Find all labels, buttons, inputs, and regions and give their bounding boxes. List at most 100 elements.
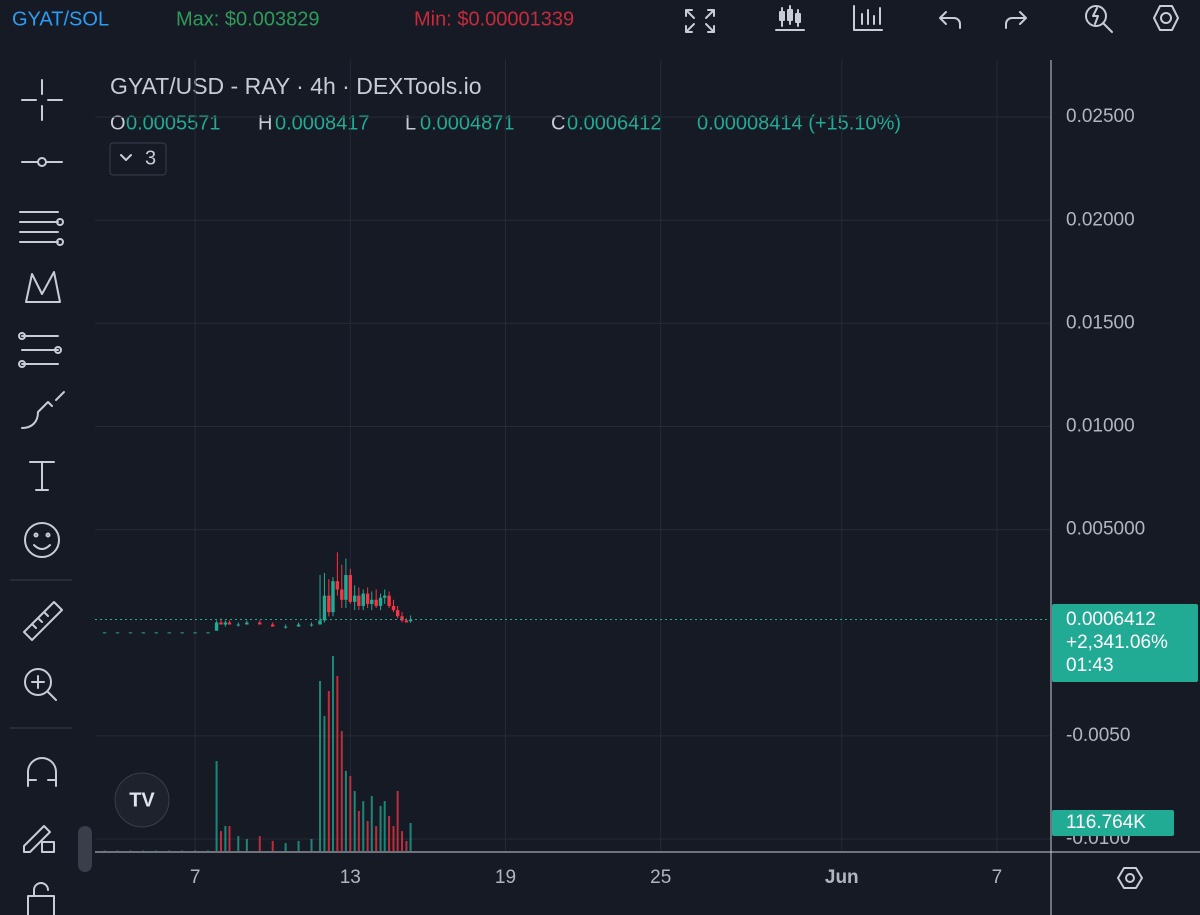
candle-body bbox=[331, 581, 335, 613]
lock-draw-tool[interactable] bbox=[23, 825, 55, 853]
candle-body bbox=[236, 624, 241, 626]
last-price-box bbox=[1052, 604, 1198, 682]
volume-bar bbox=[215, 761, 218, 851]
scroll-handle[interactable] bbox=[78, 826, 92, 872]
candle-body bbox=[378, 597, 383, 606]
volume-bar bbox=[284, 843, 287, 851]
volume-bar bbox=[344, 770, 347, 851]
y-tick-label: 0.02000 bbox=[1066, 209, 1135, 230]
candle-body bbox=[309, 624, 314, 626]
candles-icon[interactable] bbox=[775, 5, 805, 31]
crosshair-tool[interactable] bbox=[21, 79, 63, 121]
volume-bar bbox=[340, 731, 343, 851]
candle-body bbox=[214, 622, 219, 631]
low-value: 0.0004871 bbox=[420, 112, 515, 134]
volume-bar bbox=[310, 839, 313, 851]
candle-body bbox=[404, 620, 409, 623]
indicators-icon[interactable] bbox=[853, 5, 883, 31]
emoji-tool[interactable] bbox=[24, 522, 60, 558]
volume-bar bbox=[245, 839, 248, 851]
magnet-tool[interactable] bbox=[27, 757, 57, 787]
candle-body bbox=[370, 599, 374, 604]
candle-body bbox=[223, 622, 228, 625]
volume-bar bbox=[228, 826, 231, 851]
y-tick-label: 0.01500 bbox=[1066, 312, 1135, 333]
last-price-label: 0.0006412 bbox=[1066, 609, 1156, 630]
volume-bar bbox=[327, 691, 330, 851]
volume-bar bbox=[379, 805, 382, 851]
redo-icon[interactable] bbox=[1005, 11, 1027, 29]
y-tick-label: 0.01000 bbox=[1066, 416, 1135, 437]
candle-body bbox=[219, 622, 223, 625]
volume-bar bbox=[383, 801, 386, 851]
tv-logo[interactable] bbox=[114, 772, 170, 828]
volume-bar bbox=[297, 840, 300, 851]
candle-body bbox=[141, 632, 146, 634]
zoom-tool[interactable] bbox=[24, 668, 57, 701]
candle-body bbox=[395, 610, 400, 617]
settings-icon[interactable] bbox=[1153, 5, 1179, 31]
lock-tool[interactable] bbox=[27, 882, 55, 915]
volume-bar bbox=[366, 821, 369, 851]
candle-body bbox=[327, 595, 331, 613]
volume-bar bbox=[357, 810, 360, 851]
max-price: Max: $0.003829 bbox=[176, 8, 319, 30]
candle-body bbox=[102, 632, 107, 634]
volume-bar bbox=[362, 801, 365, 851]
x-tick-label: 25 bbox=[650, 867, 671, 888]
candle-body bbox=[206, 632, 210, 634]
last-change-label: +2,341.06% bbox=[1066, 632, 1168, 653]
y-tick-label: -0.0050 bbox=[1066, 725, 1130, 746]
ohlc-legend: O 0.0005571 H 0.0008417 L 0.0004871 C 0.… bbox=[110, 112, 901, 134]
candle-body bbox=[167, 632, 171, 634]
undo-icon[interactable] bbox=[939, 11, 961, 29]
volume-bar bbox=[219, 831, 222, 851]
volume-bar bbox=[319, 680, 322, 851]
candle-body bbox=[283, 626, 288, 628]
open-label: O bbox=[110, 112, 126, 134]
candle-body bbox=[322, 595, 327, 621]
volume-bar bbox=[271, 840, 274, 851]
alert-icon[interactable] bbox=[1085, 5, 1113, 33]
high-label: H bbox=[258, 112, 272, 134]
volume-bar bbox=[392, 826, 395, 851]
pair: GYAT/SOL bbox=[12, 8, 109, 30]
volume-bar bbox=[375, 826, 378, 851]
x-tick-label: 13 bbox=[340, 867, 361, 888]
close-value: 0.0006412 bbox=[567, 112, 662, 134]
fullscreen-icon[interactable] bbox=[685, 9, 715, 33]
candle-body bbox=[383, 595, 387, 598]
fib-tool[interactable] bbox=[19, 211, 64, 246]
candle-body bbox=[365, 593, 370, 604]
brush-tool[interactable] bbox=[21, 391, 65, 429]
indicators-toggle[interactable] bbox=[109, 142, 167, 176]
candle-body bbox=[387, 595, 391, 606]
volume-box bbox=[1052, 810, 1174, 836]
high-value: 0.0008417 bbox=[275, 112, 370, 134]
text-tool[interactable] bbox=[29, 461, 55, 491]
volume-bar bbox=[388, 815, 391, 851]
candle-body bbox=[318, 620, 322, 625]
candle-body bbox=[348, 575, 353, 602]
volume-bar bbox=[258, 836, 261, 851]
candle-body bbox=[115, 632, 120, 634]
ruler-tool[interactable] bbox=[23, 601, 63, 641]
candle-body bbox=[296, 624, 301, 627]
axis-settings-icon[interactable] bbox=[1117, 867, 1143, 889]
x-tick-label: 7 bbox=[992, 867, 1003, 888]
volume-bar bbox=[331, 656, 334, 851]
volume-bar bbox=[336, 675, 339, 851]
axes: 0.02500 0.02000 0.01500 0.01000 0.005000 -0.0… bbox=[190, 106, 1198, 888]
projection-tool[interactable] bbox=[18, 332, 62, 368]
candle-body bbox=[128, 632, 133, 634]
low-label: L bbox=[405, 112, 416, 134]
candle-body bbox=[340, 589, 344, 600]
volume-bar bbox=[409, 822, 412, 851]
line-tool[interactable] bbox=[21, 157, 63, 167]
candle-body bbox=[400, 616, 404, 621]
volume-bar bbox=[224, 826, 227, 851]
pattern-tool[interactable] bbox=[25, 271, 61, 303]
tv-logo-mark: TV bbox=[129, 789, 155, 811]
